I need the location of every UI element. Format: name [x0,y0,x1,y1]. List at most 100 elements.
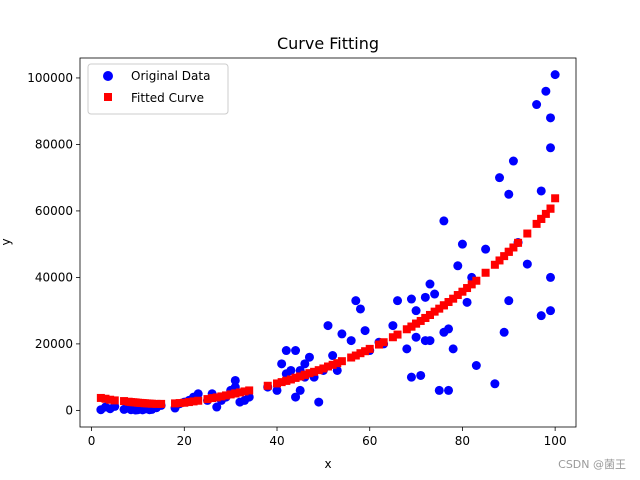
data-point-original [532,100,542,110]
data-point-original [420,292,430,302]
data-point-fitted [171,399,180,408]
data-point-fitted [402,325,411,334]
data-point-original [434,385,444,395]
x-tick-label: 20 [177,434,192,448]
data-point-fitted [551,194,560,203]
data-point-original [193,389,203,399]
data-point-original [402,344,412,354]
data-point-fitted [430,307,439,316]
data-point-fitted [245,386,254,395]
data-point-original [295,385,305,395]
data-point-original [406,294,416,304]
data-point-fitted [217,392,226,401]
data-point-original [457,239,467,249]
data-point-fitted [286,375,295,384]
data-point-original [550,70,560,80]
legend-box [87,63,229,115]
y-tick-label: 100000 [27,71,73,85]
data-point-original [272,385,282,395]
data-point-fitted [324,362,332,371]
data-point-original [546,143,556,153]
data-point-fitted [504,247,513,256]
x-tick-label: 80 [455,434,470,448]
data-point-fitted [147,399,156,408]
data-point-fitted [509,243,518,252]
data-point-fitted [537,214,546,223]
data-point-fitted [101,394,110,403]
data-point-fitted [106,395,115,404]
data-point-original [453,261,463,271]
data-point-fitted [175,399,184,408]
data-point-fitted [514,238,523,247]
data-point-original [504,296,514,306]
legend-label-original-data: Original Data [131,69,210,83]
data-point-fitted [180,398,189,407]
data-point-original [277,359,287,369]
legend-label-fitted-curve: Fitted Curve [131,91,204,105]
y-tick-label: 0 [65,403,73,417]
data-point-original [522,259,532,269]
data-point-fitted [157,399,166,408]
data-point-fitted [226,390,235,399]
data-point-fitted [435,304,444,313]
chart-title: Curve Fitting [277,34,379,53]
data-point-fitted [189,397,198,406]
data-point-fitted [208,394,217,403]
data-point-original [351,296,361,306]
data-point-original [406,372,416,382]
data-point-fitted [120,397,129,406]
data-point-original [439,216,449,226]
data-point-fitted [319,364,328,373]
data-point-fitted [300,370,309,379]
y-tick-label: 20000 [35,337,73,351]
y-tick-label: 60000 [35,204,73,218]
data-point-fitted [523,229,532,238]
data-point-fitted [273,379,282,388]
data-point-original [536,186,546,196]
data-point-fitted [314,366,323,375]
data-point-fitted [222,391,231,400]
data-point-original [346,336,356,346]
data-point-original [411,332,421,342]
data-point-fitted [365,344,374,353]
data-point-original [212,402,222,412]
data-point-original [495,173,505,183]
data-point-original [300,359,310,369]
data-point-original [499,327,509,337]
y-axis-ticks: 0 20000 40000 60000 80000 100000 [27,71,80,417]
data-point-fitted [152,399,161,408]
data-point-fitted [305,369,314,378]
data-point-original [291,392,301,402]
legend-marker-original-data [103,71,113,81]
data-point-original [448,344,458,354]
data-point-fitted [291,373,300,382]
data-point-fitted [532,219,541,228]
y-axis-label: y [0,238,13,245]
data-point-fitted [356,349,365,358]
data-point-original [388,321,398,331]
data-point-original [328,351,338,361]
data-point-fitted [194,396,203,405]
data-point-original [281,346,291,356]
data-point-fitted [453,291,462,300]
data-point-fitted [472,276,481,285]
data-point-fitted [212,393,221,402]
data-point-original [314,397,324,407]
data-point-original [360,326,370,336]
data-point-fitted [541,209,550,218]
y-tick-label: 40000 [35,270,73,284]
data-point-original [444,324,454,334]
legend-marker-fitted-curve [104,93,112,101]
data-point-fitted [463,284,472,293]
series-layer [96,70,560,415]
data-point-fitted [282,376,291,385]
data-point-fitted [444,298,453,307]
data-point-fitted [467,280,476,289]
legend: Original Data Fitted Curve [87,63,229,115]
y-tick-label: 80000 [35,137,73,151]
x-tick-label: 100 [544,434,567,448]
data-point-fitted [439,301,448,310]
data-point-fitted [277,378,286,387]
data-point-original [430,289,440,299]
x-tick-label: 0 [88,434,96,448]
